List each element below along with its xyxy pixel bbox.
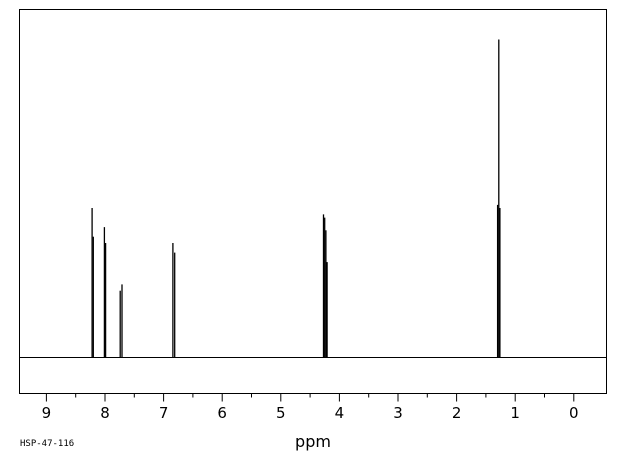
peaks-group — [91, 39, 501, 358]
tick-label-3: 3 — [393, 404, 403, 422]
plot-frame — [19, 9, 607, 394]
tick-label-6: 6 — [217, 404, 227, 422]
tick-label-1: 1 — [510, 404, 520, 422]
tick-label-2: 2 — [452, 404, 462, 422]
x-axis-title: ppm — [295, 432, 331, 451]
tick-label-9: 9 — [42, 404, 52, 422]
tick-label-5: 5 — [276, 404, 286, 422]
sample-code-label: HSP-47-116 — [20, 439, 74, 449]
x-axis-ticks: 9 8 7 6 5 4 3 2 1 0 — [42, 393, 579, 422]
tick-label-4: 4 — [335, 404, 345, 422]
tick-label-0: 0 — [569, 404, 579, 422]
tick-label-8: 8 — [100, 404, 110, 422]
tick-label-7: 7 — [159, 404, 169, 422]
